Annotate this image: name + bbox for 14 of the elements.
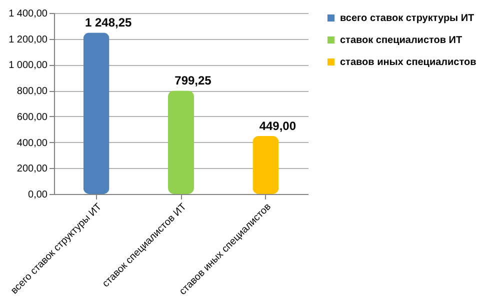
y-tick-label: 1 200,00 xyxy=(8,34,48,46)
legend-label: ставов иных специалистов xyxy=(340,57,476,68)
data-label: 449,00 xyxy=(259,118,296,133)
data-label: 799,25 xyxy=(174,74,212,88)
y-tick-label: 800,00 xyxy=(16,86,48,98)
y-tick-label: 1 400,00 xyxy=(8,8,48,20)
y-tick-label: 200,00 xyxy=(16,164,48,175)
y-tick-label: 0,00 xyxy=(28,190,48,200)
legend-label: ставок специалистов ИТ xyxy=(340,35,462,46)
data-label: 1 248,25 xyxy=(84,16,132,30)
legend-label: всего ставок структуры ИТ xyxy=(340,13,474,24)
y-tick-label: 1 000,00 xyxy=(8,60,48,72)
y-tick-label: 600,00 xyxy=(16,112,48,123)
y-tick-label: 400,00 xyxy=(16,138,48,149)
